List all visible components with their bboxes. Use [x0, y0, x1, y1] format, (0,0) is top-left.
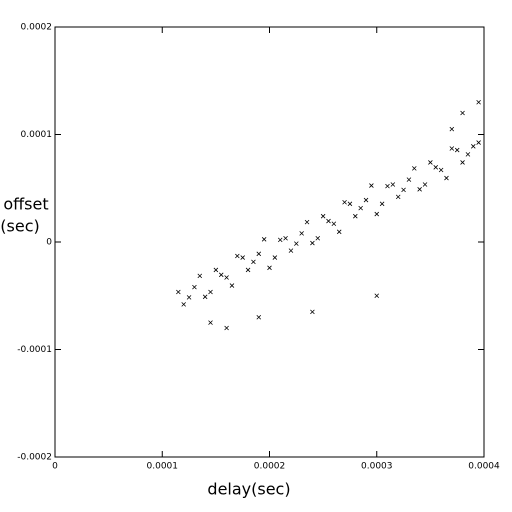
data-point [224, 275, 229, 280]
data-point [224, 325, 229, 331]
y-axis-label: (sec) [0, 217, 39, 236]
data-point [470, 144, 476, 149]
y-tick-label: 0.0002 [21, 23, 53, 33]
data-point [186, 295, 192, 300]
data-point [288, 248, 294, 253]
data-point [390, 182, 396, 187]
data-point [369, 183, 374, 188]
data-point [358, 205, 363, 211]
x-tick-label: 0.0003 [361, 462, 393, 472]
data-point [449, 146, 455, 151]
data-point [299, 231, 304, 236]
data-point [347, 201, 353, 207]
data-point [395, 194, 401, 200]
data-point [412, 166, 417, 171]
data-point [401, 187, 406, 193]
data-point [240, 255, 245, 260]
data-point [385, 183, 390, 189]
data-point [363, 197, 369, 203]
data-point [454, 147, 460, 153]
x-tick-label: 0.0002 [254, 462, 286, 472]
data-point [460, 160, 465, 165]
data-point [336, 229, 342, 235]
x-tick-label: 0.0001 [147, 462, 179, 472]
data-point [251, 259, 256, 265]
data-point [208, 289, 213, 295]
data-point [476, 140, 481, 145]
data-point [320, 213, 326, 219]
data-point [283, 235, 288, 241]
data-point [181, 302, 186, 307]
data-point [277, 237, 283, 243]
y-tick-label: 0.0001 [21, 130, 53, 140]
data-point [326, 218, 331, 224]
data-point [304, 219, 310, 225]
data-point [476, 99, 481, 105]
y-tick-label: -0.0002 [17, 453, 52, 463]
y-tick-label: 0 [46, 238, 52, 248]
plot-frame [54, 26, 485, 458]
x-tick-label: 0 [52, 462, 58, 472]
data-point [315, 235, 321, 241]
data-point [433, 165, 439, 170]
x-tick-label: 0.0004 [468, 462, 500, 472]
data-point [379, 201, 385, 207]
data-point [235, 253, 240, 259]
y-axis-label: offset [3, 195, 48, 214]
data-point [331, 221, 337, 227]
data-point [460, 110, 465, 116]
data-point [176, 289, 181, 295]
data-point [449, 126, 455, 132]
data-point [202, 294, 208, 300]
data-point [229, 283, 235, 288]
data-point [213, 267, 219, 273]
data-point [267, 265, 272, 271]
data-point [294, 241, 299, 246]
data-point [256, 314, 262, 320]
data-point [192, 284, 197, 290]
data-point [208, 320, 213, 325]
data-point [374, 211, 380, 217]
data-point [444, 175, 449, 181]
data-point [353, 213, 358, 219]
data-point [428, 160, 433, 165]
data-point [218, 272, 224, 278]
data-point [422, 182, 428, 187]
data-point [374, 293, 380, 299]
data-point [465, 152, 471, 157]
data-point [310, 240, 315, 246]
data-point [261, 237, 267, 242]
data-point [245, 267, 251, 273]
data-point [272, 255, 278, 260]
data-point [256, 251, 262, 257]
data-point [310, 309, 315, 315]
y-tick-label: -0.0001 [17, 345, 52, 355]
data-point [406, 177, 412, 182]
data-point [197, 273, 203, 279]
data-point [342, 199, 347, 205]
x-axis-label: delay(sec) [207, 480, 290, 499]
data-point [438, 167, 444, 173]
data-point [417, 187, 422, 192]
